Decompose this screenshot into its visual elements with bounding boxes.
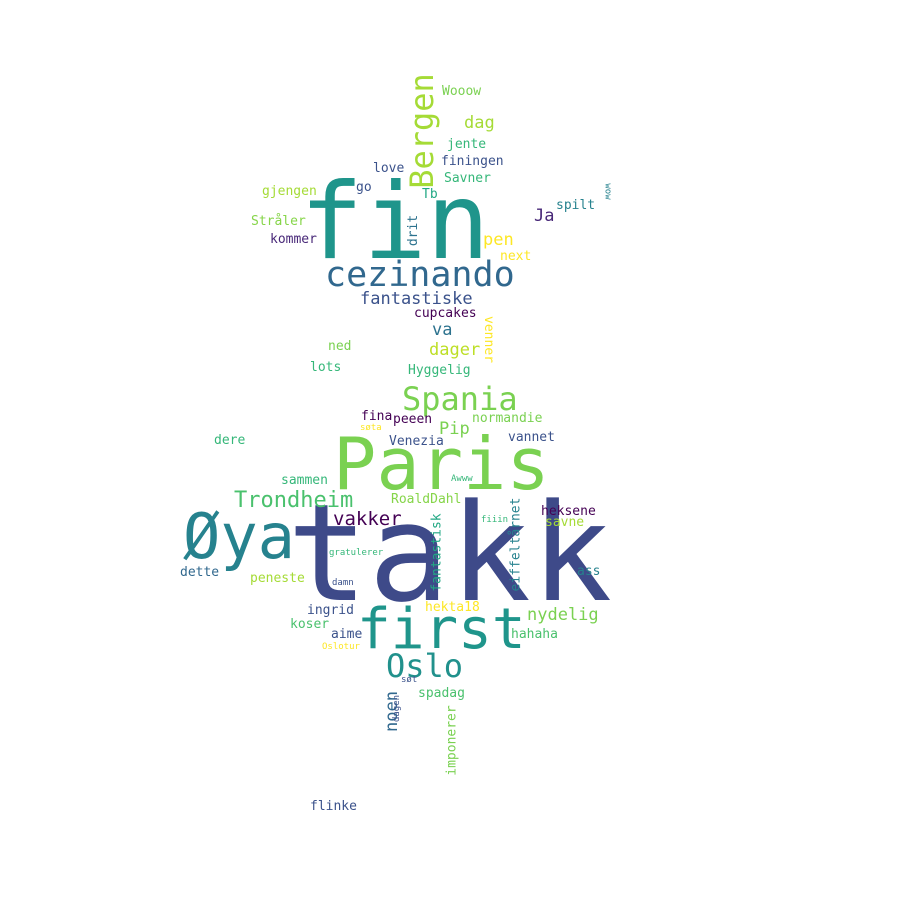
word-gratulerer: gratulerer — [329, 548, 384, 558]
word-fiiin: fiiin — [481, 515, 509, 525]
word-venner: venner — [480, 316, 496, 363]
word-dager: dager — [429, 340, 481, 360]
word-normandie: normandie — [472, 411, 543, 426]
word-love: love — [373, 161, 405, 176]
word-roalddahl: RoaldDahl — [391, 492, 462, 507]
word-fina: fina — [361, 409, 393, 424]
word-dagen: dagen — [392, 694, 403, 723]
word-imponerer: imponerer — [444, 705, 460, 776]
word-spilt: spilt — [556, 198, 596, 213]
word-sot: søt — [401, 675, 418, 685]
word-spadag: spadag — [418, 686, 465, 701]
word-ja: Ja — [534, 206, 555, 226]
word-dag: dag — [464, 113, 495, 133]
word-dette: dette — [180, 565, 220, 580]
word-lots: lots — [310, 360, 342, 375]
word-peneste: peneste — [250, 571, 305, 586]
word-koser: koser — [290, 617, 330, 632]
word-spania: Spania — [402, 380, 518, 418]
word-tb: Tb — [422, 187, 438, 202]
word-ned: ned — [328, 339, 352, 354]
word-savne: savne — [545, 515, 585, 530]
word-takk: takk — [287, 475, 613, 632]
word-eiffeltarnet: eiffeltårnet — [508, 497, 524, 592]
word-next: next — [500, 249, 532, 264]
word-cezinando: cezinando — [325, 255, 515, 295]
word-savner: Savner — [444, 171, 491, 186]
word-aime: aime — [331, 627, 363, 642]
word-ass: ass — [577, 564, 601, 579]
word-fantastiske: fantastiske — [360, 289, 473, 309]
word-paris: Paris — [333, 422, 550, 506]
word-wow: wow — [602, 183, 613, 200]
word-gjengen: gjengen — [262, 184, 317, 199]
word-jente: jente — [447, 137, 487, 152]
word-drit: drit — [406, 214, 422, 247]
word-wooow: Wooow — [442, 84, 482, 99]
word-awww: Awww — [451, 474, 473, 484]
word-first: first — [357, 597, 526, 662]
word-vannet: vannet — [508, 430, 555, 445]
word-straler: Stråler — [251, 214, 306, 229]
word-oya: Øya — [183, 500, 295, 573]
word-hekta18: hekta18 — [425, 600, 480, 615]
word-oslotur: Oslotur — [322, 642, 360, 652]
word-fin: fin — [300, 161, 490, 283]
word-venezia: Venezia — [389, 434, 444, 449]
word-go: go — [356, 180, 372, 195]
word-hyggelig: Hyggelig — [408, 363, 471, 378]
word-peeen: peeen — [393, 412, 433, 427]
word-finingen: finingen — [441, 154, 504, 169]
word-oslo: Oslo — [386, 647, 464, 685]
word-kommer: kommer — [270, 232, 317, 247]
word-flinke: flinke — [310, 799, 357, 814]
word-sota: søta — [360, 423, 382, 433]
word-vakker: vakker — [333, 508, 402, 530]
word-cupcakes: cupcakes — [414, 306, 477, 321]
word-sammen: sammen — [281, 473, 328, 488]
word-trondheim: Trondheim — [234, 488, 354, 513]
word-heksene: heksene — [541, 504, 596, 519]
word-nydelig: nydelig — [527, 605, 599, 625]
word-damn: damn — [332, 578, 354, 588]
word-va: va — [432, 320, 453, 340]
word-fantastisk: fantastisk — [429, 513, 445, 592]
word-ingrid: ingrid — [307, 603, 354, 618]
word-pip: Pip — [439, 419, 470, 439]
word-bergen: Bergen — [402, 73, 441, 189]
word-dere: dere — [214, 433, 246, 448]
word-hahaha: hahaha — [511, 627, 558, 642]
word-pen: pen — [483, 230, 514, 250]
